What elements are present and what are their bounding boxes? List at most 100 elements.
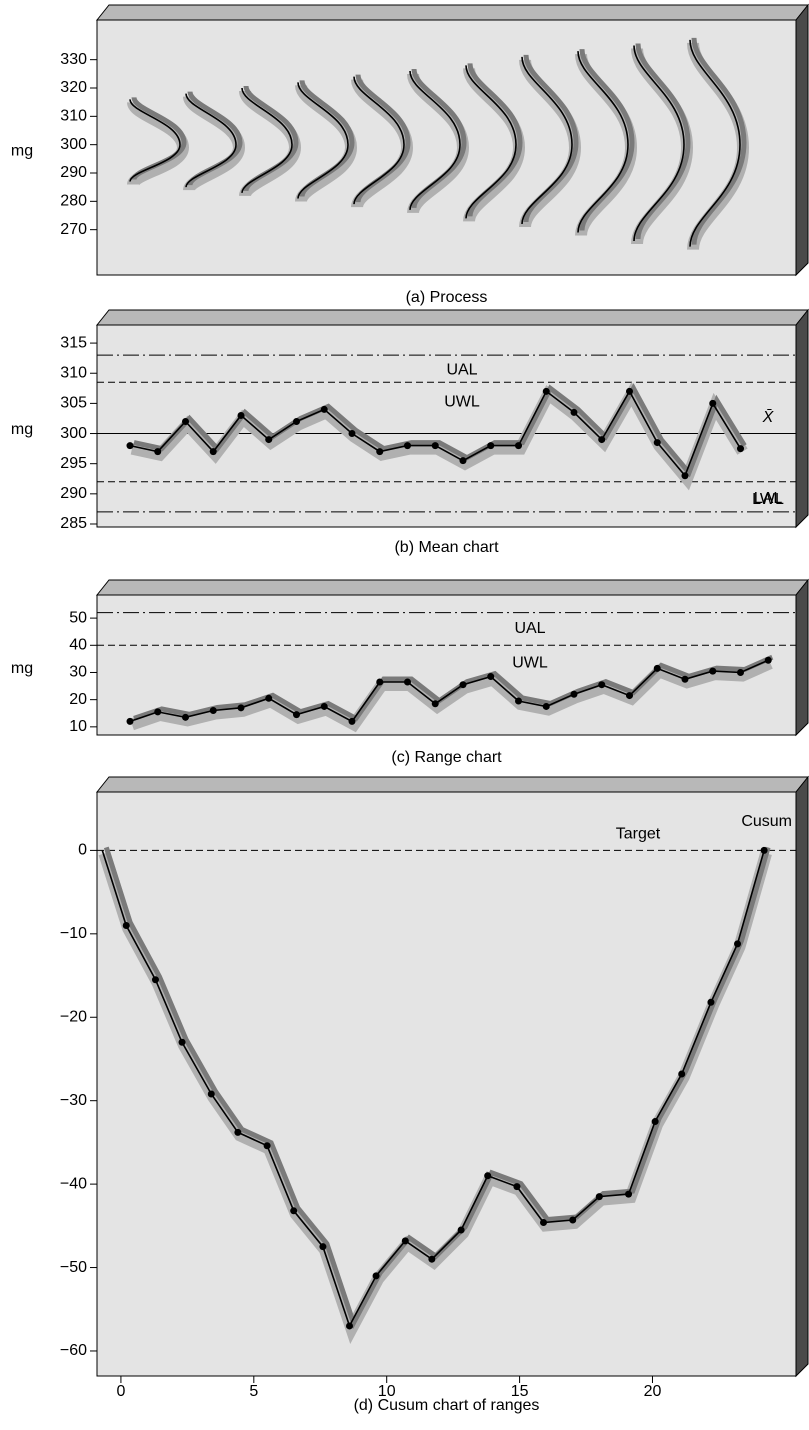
point [293,417,300,425]
distribution [185,93,237,188]
y-axis-label: mg [11,421,33,438]
point [626,692,633,700]
y-tick-label: 270 [60,221,87,238]
point [707,998,715,1006]
point [542,702,550,710]
y-tick-label: 300 [60,425,87,442]
point [542,387,550,395]
point [625,1190,633,1198]
y-axis-label: mg [11,660,33,677]
point [737,445,744,453]
point [540,1218,548,1226]
box-side [795,578,809,737]
point [182,417,189,425]
series-label: Cusum [741,813,792,830]
point [595,1193,603,1201]
distribution-shadow [635,43,691,240]
point [487,442,495,450]
point [459,457,467,465]
point [681,472,689,480]
box-front [96,19,797,276]
point [237,411,245,419]
point [431,442,439,450]
y-tick-label: 40 [69,637,87,654]
x-tick-label: 15 [511,1383,529,1400]
point [293,711,300,719]
reference-label: UWL [444,394,480,411]
box-top [95,4,809,21]
point [570,408,578,416]
point [319,1243,327,1251]
box-top [95,309,809,326]
point [348,717,356,725]
distribution [577,51,629,233]
point [569,1216,577,1224]
point [487,673,495,681]
y-tick-label: −20 [60,1008,87,1025]
box-side [795,3,809,277]
y-tick-label: 290 [60,485,87,502]
point [126,442,134,450]
point [376,678,384,686]
distribution [409,70,461,210]
reference-label: X̄ [762,408,775,425]
point [734,940,742,948]
y-tick-label: 315 [60,334,87,351]
y-tick-label: −10 [60,925,87,942]
line [129,659,769,723]
point [678,1070,686,1078]
y-tick-label: 290 [60,164,87,181]
point [320,405,328,413]
distribution [633,45,685,242]
point [598,436,606,444]
distribution [129,99,181,182]
y-tick-label: 295 [60,455,87,472]
box-top [95,579,809,596]
box-front [96,324,797,528]
point [265,436,273,444]
point [320,702,328,710]
point [570,690,578,698]
point [709,399,717,407]
point [515,697,522,705]
point [459,681,467,689]
y-tick-label: 305 [60,395,87,412]
point [209,707,217,715]
point [372,1272,380,1280]
y-tick-label: 50 [69,609,87,626]
point [122,921,130,929]
line-shadow [133,383,747,478]
point [764,656,772,664]
point [404,442,411,450]
point [234,1128,242,1136]
reference-label: UWL [512,655,548,672]
point [348,430,356,438]
point [154,708,162,716]
y-tick-label: 285 [60,515,87,532]
x-tick-label: 20 [644,1383,662,1400]
point [209,448,217,456]
distribution-shadow [467,62,523,217]
distribution-shadow [579,48,635,231]
point [651,1118,659,1126]
distribution [521,56,573,225]
chart-title: (b) Mean chart [394,539,499,556]
chart-title: (d) Cusum chart of ranges [354,1397,540,1414]
point [626,387,633,395]
distribution [241,87,293,194]
y-tick-label: 330 [60,51,87,68]
point [653,664,661,672]
y-tick-label: 10 [69,718,87,735]
point [484,1172,492,1180]
box-side [795,308,809,529]
x-tick-label: 10 [378,1383,396,1400]
point [151,976,159,984]
point [263,1142,271,1150]
y-tick-label: 310 [60,364,87,381]
point [154,448,162,456]
distribution-shadow [691,37,747,245]
point [376,448,384,456]
y-tick-label: 320 [60,79,87,96]
chart-title: (a) Process [406,289,488,306]
